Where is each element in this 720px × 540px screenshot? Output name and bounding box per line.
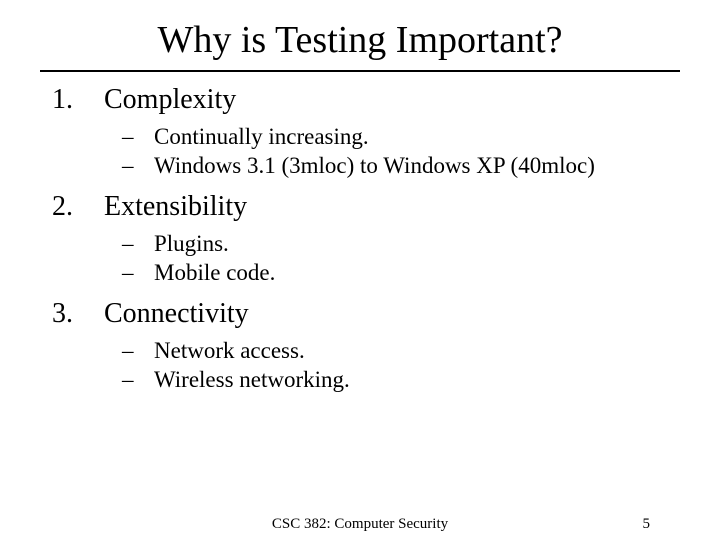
- slide-title: Why is Testing Important?: [40, 18, 680, 62]
- sub-item: – Mobile code.: [122, 258, 680, 287]
- list-item: 1. Complexity – Continually increasing. …: [40, 84, 680, 181]
- dash-icon: –: [122, 151, 154, 180]
- item-label: Complexity: [104, 84, 236, 116]
- main-list: 1. Complexity – Continually increasing. …: [40, 84, 680, 395]
- item-number: 1.: [40, 84, 104, 116]
- sub-text: Network access.: [154, 336, 305, 365]
- item-head: 2. Extensibility: [40, 191, 680, 223]
- sub-text: Wireless networking.: [154, 365, 350, 394]
- title-rule: [40, 70, 680, 72]
- sub-item: – Plugins.: [122, 229, 680, 258]
- dash-icon: –: [122, 122, 154, 151]
- sub-item: – Continually increasing.: [122, 122, 680, 151]
- sub-text: Mobile code.: [154, 258, 275, 287]
- dash-icon: –: [122, 336, 154, 365]
- dash-icon: –: [122, 229, 154, 258]
- sublist: – Plugins. – Mobile code.: [40, 229, 680, 288]
- footer-page-number: 5: [643, 516, 651, 533]
- footer-course: CSC 382: Computer Security: [272, 516, 448, 533]
- item-number: 3.: [40, 298, 104, 330]
- item-label: Extensibility: [104, 191, 247, 223]
- item-head: 3. Connectivity: [40, 298, 680, 330]
- item-head: 1. Complexity: [40, 84, 680, 116]
- sub-text: Plugins.: [154, 229, 229, 258]
- sub-item: – Windows 3.1 (3mloc) to Windows XP (40m…: [122, 151, 680, 180]
- dash-icon: –: [122, 258, 154, 287]
- item-label: Connectivity: [104, 298, 249, 330]
- list-item: 3. Connectivity – Network access. – Wire…: [40, 298, 680, 395]
- sub-text: Windows 3.1 (3mloc) to Windows XP (40mlo…: [154, 151, 595, 180]
- list-item: 2. Extensibility – Plugins. – Mobile cod…: [40, 191, 680, 288]
- sub-text: Continually increasing.: [154, 122, 369, 151]
- slide: Why is Testing Important? 1. Complexity …: [0, 0, 720, 540]
- sub-item: – Wireless networking.: [122, 365, 680, 394]
- sub-item: – Network access.: [122, 336, 680, 365]
- item-number: 2.: [40, 191, 104, 223]
- sublist: – Network access. – Wireless networking.: [40, 336, 680, 395]
- sublist: – Continually increasing. – Windows 3.1 …: [40, 122, 680, 181]
- dash-icon: –: [122, 365, 154, 394]
